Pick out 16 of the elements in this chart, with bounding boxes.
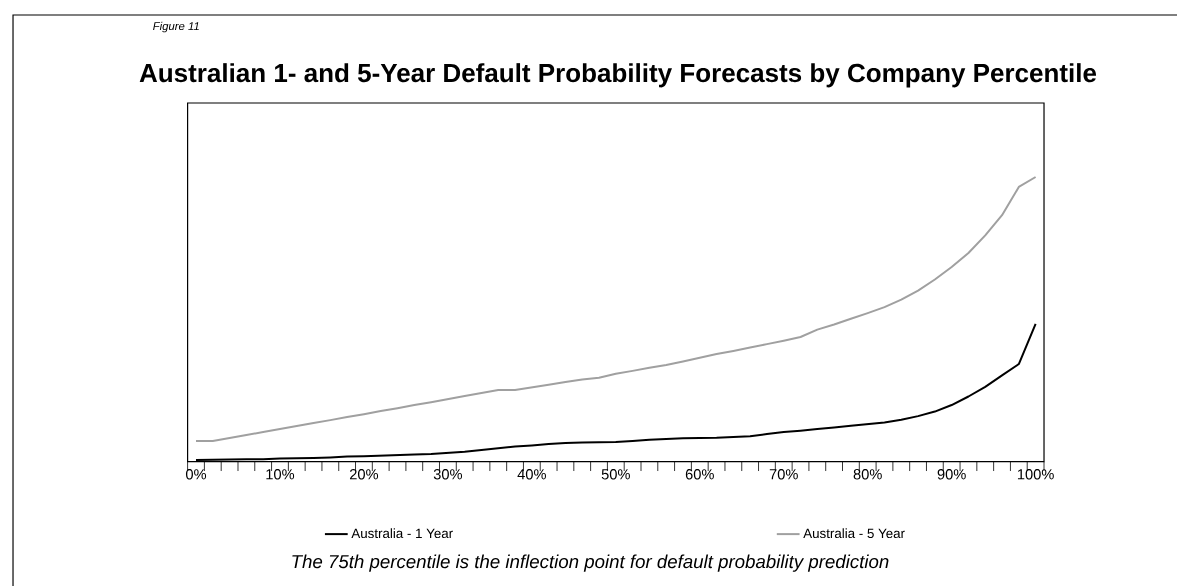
x-tick-label: 80% — [853, 469, 882, 480]
x-tick-label: 0% — [185, 469, 207, 480]
legend-label: Australia - 1 Year — [351, 528, 453, 539]
legend-label: Australia - 5 Year — [803, 528, 905, 539]
x-tick-label: 20% — [349, 469, 379, 480]
x-tick-label: 100% — [1017, 469, 1054, 480]
x-tick-label: 50% — [601, 469, 630, 480]
x-tick-label: 90% — [937, 469, 966, 480]
x-tick-label: 40% — [517, 469, 546, 480]
x-tick-label: 10% — [266, 469, 295, 480]
caption: Figure 11 — [153, 21, 199, 33]
x-tick-label: 70% — [769, 469, 798, 480]
x-tick-label: 30% — [433, 469, 463, 480]
x-tick-label: 60% — [685, 469, 714, 480]
chart-title: Australian 1- and 5-Year Default Probability Forecasts by Company Percentile — [139, 63, 1097, 88]
text: The 75th percentile is the inflection point for default probability prediction — [292, 554, 889, 572]
